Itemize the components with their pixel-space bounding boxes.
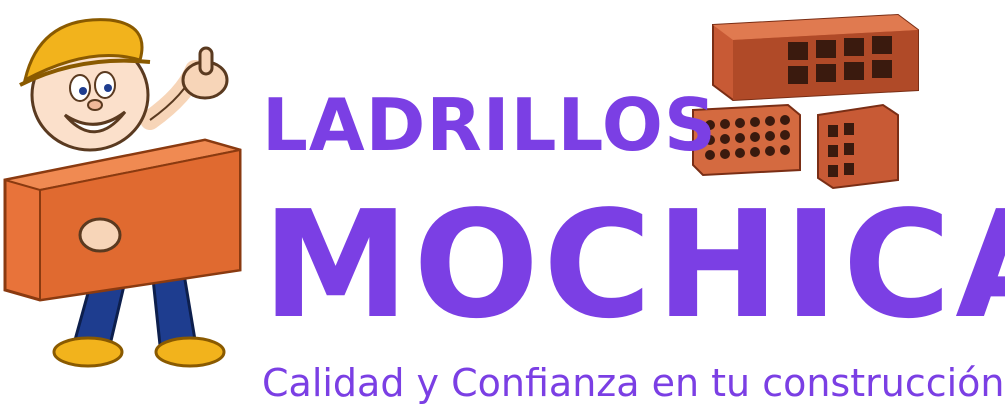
- logo-tagline: Calidad y Confianza en tu construcción: [262, 361, 1005, 405]
- logo-line1: LADRILLOS: [262, 83, 717, 167]
- logo-line2: MOCHICA: [262, 179, 1005, 351]
- worker-mascot-icon: [3, 18, 242, 368]
- bricks-icon: [692, 13, 919, 190]
